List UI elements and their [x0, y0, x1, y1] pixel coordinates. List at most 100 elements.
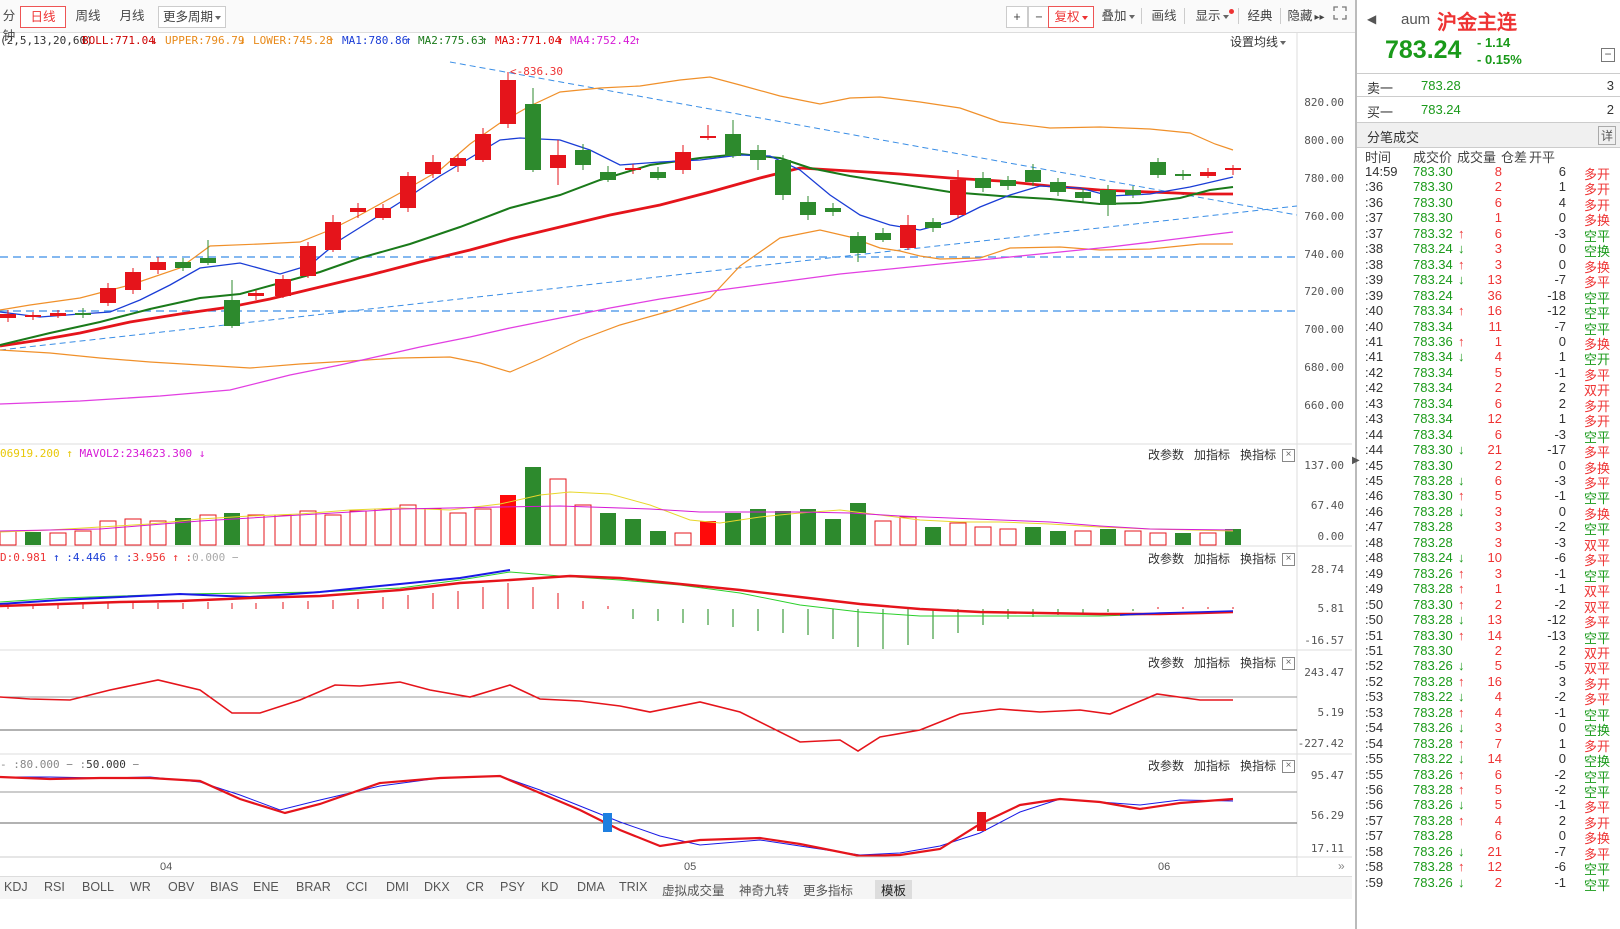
- indicator-tab[interactable]: PSY: [500, 880, 526, 894]
- sidebar-toggle-icon[interactable]: ▶: [1352, 455, 1360, 466]
- tab-daily[interactable]: 日线: [20, 6, 66, 28]
- fullscreen-icon[interactable]: [1330, 6, 1350, 26]
- indicator-tab[interactable]: BRAR: [296, 880, 331, 894]
- indicator-tab[interactable]: BOLL: [82, 880, 114, 894]
- volume-bar: [399, 504, 417, 546]
- indicator-tab[interactable]: DMA: [577, 880, 605, 894]
- tab-weekly[interactable]: 周线: [75, 9, 101, 23]
- ind4-y-label: 17.11: [1310, 842, 1344, 855]
- close-icon[interactable]: ×: [1282, 760, 1296, 774]
- tick-price: 783.28: [1413, 673, 1453, 689]
- edit-params-button[interactable]: 改参数: [1148, 448, 1185, 462]
- arrow-up-icon: ↑: [1458, 859, 1465, 875]
- indicator-tab[interactable]: 模板: [875, 880, 913, 899]
- tick-row: :56 783.26 ↓ 5 -1 多平: [1365, 797, 1614, 815]
- volume-bar: [175, 518, 191, 545]
- arrow-down-icon: ↓: [1458, 349, 1465, 365]
- arrow-down-icon: ↓: [1458, 442, 1465, 458]
- volume-bar: [1025, 527, 1041, 545]
- tick-price: 783.30: [1413, 457, 1453, 473]
- tick-volume: 3: [1494, 256, 1502, 272]
- add-indicator-button[interactable]: 加指标: [1194, 448, 1231, 462]
- overlay-dropdown[interactable]: 叠加: [1098, 6, 1138, 26]
- indicator-tab[interactable]: OBV: [168, 880, 195, 894]
- tab-minute[interactable]: 分钟: [2, 9, 16, 43]
- indicator-tab[interactable]: KD: [541, 880, 559, 894]
- close-icon[interactable]: ×: [1282, 553, 1296, 567]
- switch-indicator-button[interactable]: 换指标: [1240, 759, 1277, 773]
- tick-position-change: -3: [1554, 225, 1566, 241]
- period-toolbar: 分钟 日线 周线 月线 更多周期 + − 复权 叠加 画线 显示 经典 隐藏 ▸▸: [0, 0, 1395, 43]
- indicator-tab[interactable]: WR: [130, 880, 151, 894]
- indicator-tab[interactable]: 虚拟成交量: [662, 884, 725, 898]
- volume-bar: [99, 520, 117, 546]
- indicator-tab[interactable]: RSI: [44, 880, 65, 894]
- indicator-tab[interactable]: KDJ: [4, 880, 28, 894]
- tick-time: :40: [1365, 318, 1384, 334]
- draw-line-button[interactable]: 画线: [1151, 9, 1177, 23]
- tick-row: :51 783.30 ↑ 14 -13 空平: [1365, 628, 1614, 646]
- volume-bar: [775, 511, 791, 545]
- candle-body: [300, 246, 316, 276]
- add-indicator-button[interactable]: 加指标: [1194, 552, 1231, 566]
- chevron-down-icon: [1081, 15, 1088, 20]
- switch-indicator-button[interactable]: 换指标: [1240, 656, 1277, 670]
- dash-icon: −: [125, 758, 140, 771]
- tick-position-change: 0: [1558, 256, 1566, 272]
- divider: [1184, 8, 1185, 24]
- candle-body: [150, 262, 166, 270]
- scroll-right-icon[interactable]: »: [1338, 859, 1345, 873]
- indicator-tab[interactable]: CCI: [346, 880, 368, 894]
- tick-open-close: 空平: [1583, 769, 1610, 785]
- classic-button[interactable]: 经典: [1247, 9, 1273, 23]
- display-dropdown[interactable]: 显示: [1190, 6, 1234, 26]
- tick-open-close: 空换: [1583, 754, 1610, 770]
- arrow-up-icon: ↑: [405, 34, 412, 47]
- prev-arrow-icon[interactable]: ◀: [1367, 12, 1377, 26]
- tab-monthly[interactable]: 月线: [119, 9, 145, 23]
- collapse-icon[interactable]: −: [1601, 48, 1615, 62]
- zoom-in-button[interactable]: +: [1006, 6, 1028, 28]
- indicator-tab[interactable]: BIAS: [210, 880, 239, 894]
- indicator-tab[interactable]: 更多指标: [803, 884, 854, 898]
- tick-price: 783.28: [1413, 704, 1453, 720]
- candle-body: [275, 279, 291, 296]
- tick-time: :43: [1365, 411, 1384, 427]
- indicator-tab[interactable]: 神奇九转: [739, 884, 790, 898]
- tick-volume: 13: [1487, 272, 1502, 288]
- indicator-tab[interactable]: ENE: [253, 880, 279, 894]
- tick-open-close: 多平: [1583, 476, 1610, 491]
- ma-setting-dropdown[interactable]: 设置均线: [1230, 33, 1287, 50]
- edit-params-button[interactable]: 改参数: [1148, 759, 1185, 773]
- tick-row: :47 783.28 3 -2 空平: [1365, 519, 1614, 537]
- detail-button[interactable]: 详: [1597, 126, 1616, 145]
- indicator-tab[interactable]: CR: [466, 880, 485, 894]
- close-icon[interactable]: ×: [1282, 657, 1296, 671]
- tick-time: :43: [1365, 395, 1384, 411]
- indicator-tab[interactable]: TRIX: [619, 880, 648, 894]
- tick-row: :39 783.24 ↓ 13 -7 多平: [1365, 272, 1614, 290]
- volume-bars: [0, 467, 1241, 546]
- arrow-up-icon: ↑: [1458, 303, 1465, 319]
- fuquan-dropdown[interactable]: 复权: [1048, 6, 1094, 28]
- add-indicator-button[interactable]: 加指标: [1194, 759, 1231, 773]
- more-periods-dropdown[interactable]: 更多周期: [158, 6, 226, 28]
- tick-row: :51 783.30 2 2 双开: [1365, 643, 1614, 661]
- edit-params-button[interactable]: 改参数: [1148, 656, 1185, 670]
- hide-button[interactable]: 隐藏 ▸▸: [1286, 6, 1326, 26]
- volume-bar: [349, 510, 367, 546]
- close-icon[interactable]: ×: [1282, 449, 1296, 463]
- ind4-value-1: 80.000: [19, 758, 60, 771]
- kline-chart[interactable]: <-836.30: [0, 0, 1352, 876]
- add-indicator-button[interactable]: 加指标: [1194, 656, 1231, 670]
- macd-histogram: [7, 583, 1234, 649]
- switch-indicator-button[interactable]: 换指标: [1240, 448, 1277, 462]
- candle-body: [175, 262, 191, 268]
- tick-time: :46: [1365, 488, 1384, 504]
- indicator-tab[interactable]: DKX: [424, 880, 450, 894]
- tick-volume: 12: [1487, 859, 1502, 875]
- tick-price: 783.24: [1413, 287, 1453, 303]
- switch-indicator-button[interactable]: 换指标: [1240, 552, 1277, 566]
- indicator-tab[interactable]: DMI: [386, 880, 409, 894]
- edit-params-button[interactable]: 改参数: [1148, 552, 1185, 566]
